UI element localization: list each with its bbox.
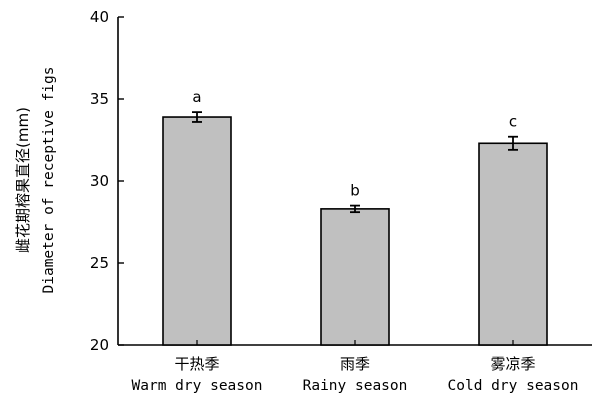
bar: [478, 142, 548, 346]
error-bars: [192, 111, 518, 214]
x-category-label-chinese: 雨季: [340, 355, 370, 373]
x-category-label-chinese: 干热季: [174, 355, 219, 373]
x-category-label-english: Cold dry season: [448, 378, 579, 394]
y-ticks: 20 25 30 35 40: [90, 8, 124, 354]
error-bar: [508, 135, 518, 151]
x-category-label-english: Rainy season: [303, 378, 408, 394]
y-tick-label: 20: [90, 336, 109, 354]
bars: [162, 116, 548, 346]
bar: [162, 116, 232, 346]
significance-letter: b: [350, 182, 360, 200]
significance-letter: c: [509, 113, 517, 131]
error-bar: [192, 111, 202, 123]
y-axis-title-chinese: 雌花期榕果直径(mm): [14, 107, 32, 253]
x-category-labels: 干热季 Warm dry season 雨季 Rainy season 雾凉季 Cold …: [132, 340, 579, 394]
y-axis-title-english: Diameter of receptive figs: [41, 67, 57, 294]
y-tick-label: 40: [90, 8, 109, 26]
y-tick-label: 35: [90, 90, 109, 108]
y-tick-label: 25: [90, 254, 109, 272]
y-axis-title: 雌花期榕果直径(mm) Diameter of receptive figs: [14, 67, 57, 294]
significance-letters: a b c: [192, 88, 517, 199]
significance-letter: a: [192, 88, 201, 106]
error-bar: [350, 204, 360, 214]
x-category-label-english: Warm dry season: [132, 378, 263, 394]
bar: [320, 208, 390, 346]
x-category-label-chinese: 雾凉季: [490, 355, 535, 373]
y-tick-label: 30: [90, 172, 109, 190]
